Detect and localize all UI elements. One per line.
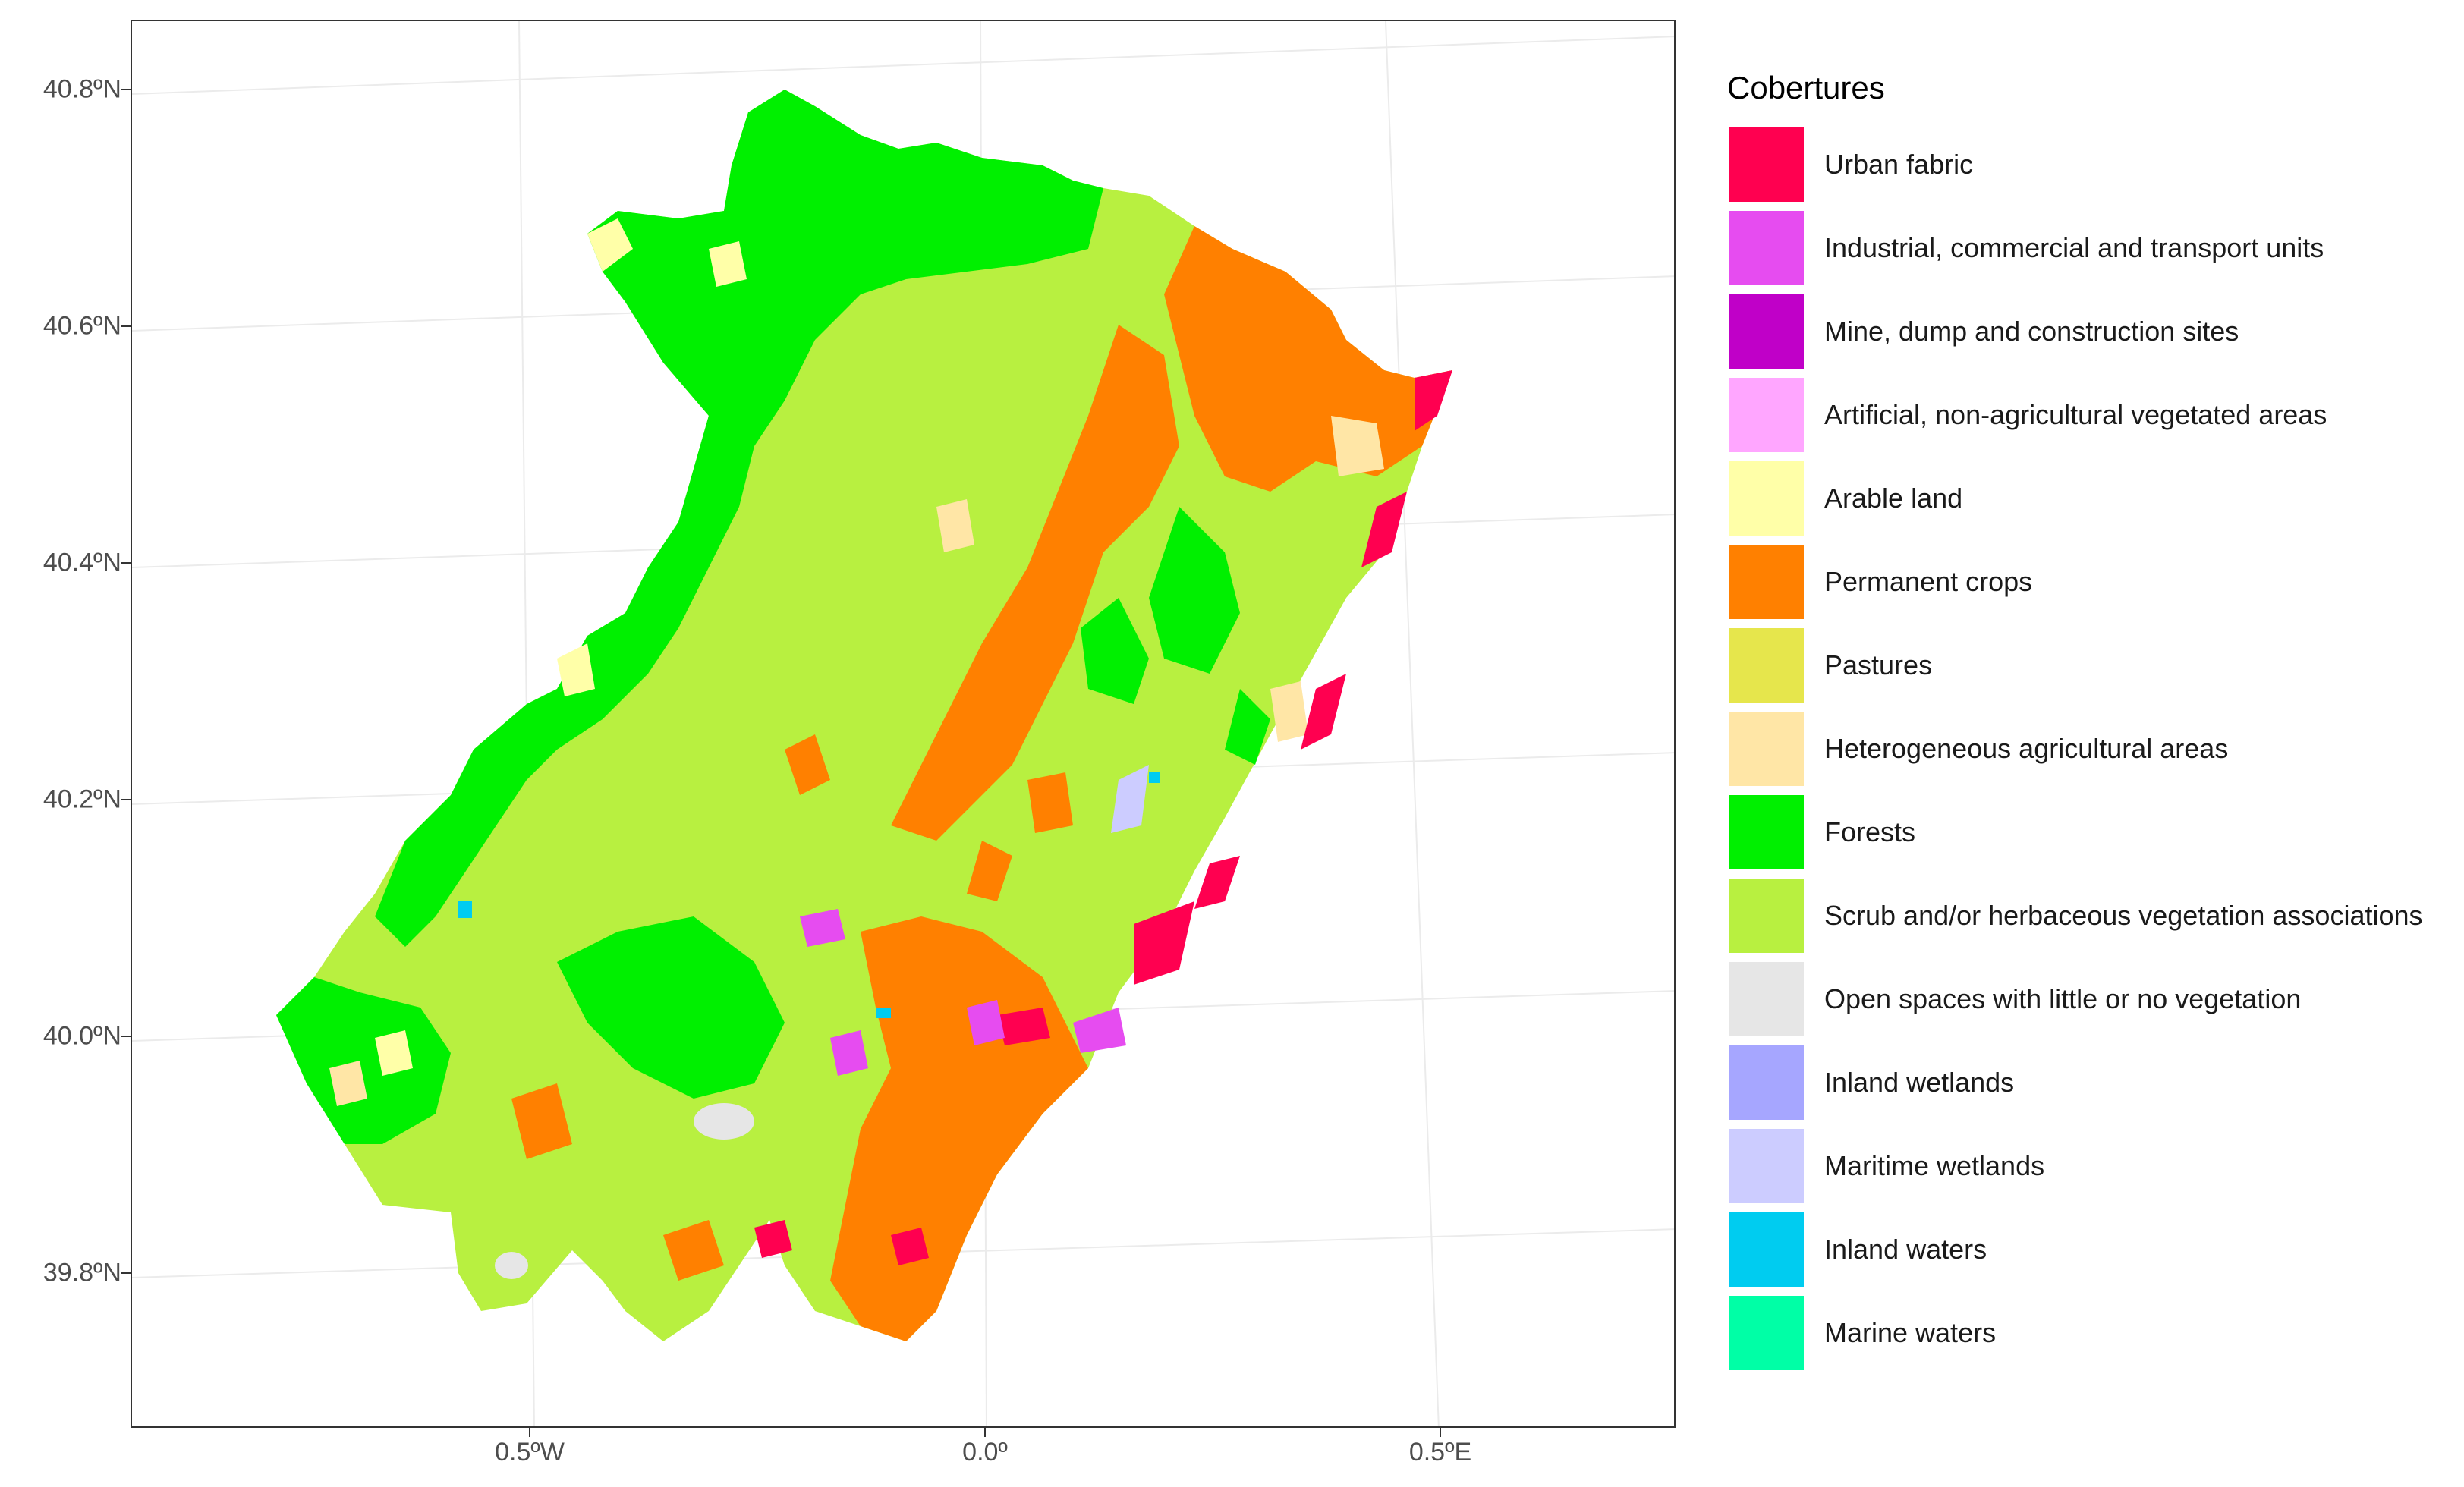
legend-color-key bbox=[1727, 1127, 1806, 1206]
legend-item: Permanent crops bbox=[1727, 540, 2423, 624]
legend-label: Open spaces with little or no vegetation bbox=[1824, 983, 2302, 1014]
y-tick-mark bbox=[121, 1272, 131, 1274]
legend: Cobertures Urban fabric Industrial, comme… bbox=[1727, 70, 2423, 1375]
y-tick-label: 39.8ºN bbox=[42, 1258, 121, 1287]
x-tick-mark bbox=[1440, 1428, 1441, 1437]
y-tick-label: 40.6ºN bbox=[42, 311, 121, 341]
heterogeneous-agricultural bbox=[329, 416, 1384, 1106]
legend-color-key bbox=[1727, 1043, 1806, 1122]
legend-color-key bbox=[1727, 209, 1806, 288]
legend-item: Heterogeneous agricultural areas bbox=[1727, 707, 2423, 791]
y-tick-label: 40.2ºN bbox=[42, 784, 121, 814]
x-tick-label: 0.0º bbox=[962, 1438, 1008, 1467]
legend-color-key bbox=[1727, 125, 1806, 204]
legend-item: Inland waters bbox=[1727, 1208, 2423, 1291]
legend-item: Forests bbox=[1727, 791, 2423, 874]
legend-label: Pastures bbox=[1824, 649, 1933, 681]
open-spaces bbox=[495, 1103, 754, 1279]
y-tick-label: 40.8ºN bbox=[42, 74, 121, 104]
y-tick-mark bbox=[121, 1036, 131, 1037]
legend-label: Heterogeneous agricultural areas bbox=[1824, 733, 2229, 764]
legend-items: Urban fabric Industrial, commercial and t… bbox=[1727, 123, 2423, 1375]
legend-item: Mine, dump and construction sites bbox=[1727, 290, 2423, 373]
legend-color-key bbox=[1727, 960, 1806, 1039]
y-tick-label: 40.4ºN bbox=[42, 548, 121, 577]
legend-label: Forests bbox=[1824, 816, 1916, 847]
legend-item: Industrial, commercial and transport uni… bbox=[1727, 206, 2423, 290]
legend-item: Maritime wetlands bbox=[1727, 1124, 2423, 1208]
legend-item: Artificial, non-agricultural vegetated a… bbox=[1727, 373, 2423, 457]
x-tick-mark bbox=[984, 1428, 986, 1437]
legend-color-key bbox=[1727, 1294, 1806, 1372]
legend-item: Pastures bbox=[1727, 624, 2423, 707]
legend-label: Marine waters bbox=[1824, 1317, 1997, 1348]
y-tick-mark bbox=[121, 799, 131, 800]
legend-title: Cobertures bbox=[1727, 70, 1885, 105]
arable-land bbox=[375, 218, 747, 1076]
y-tick-mark bbox=[121, 562, 131, 564]
x-tick-label: 0.5ºW bbox=[495, 1438, 565, 1467]
legend-color-key bbox=[1727, 459, 1806, 538]
legend-color-key bbox=[1727, 793, 1806, 872]
legend-label: Maritime wetlands bbox=[1824, 1150, 2045, 1181]
urban-fabric bbox=[754, 370, 1452, 1265]
y-tick-label: 40.0ºN bbox=[42, 1021, 121, 1051]
legend-label: Artificial, non-agricultural vegetated a… bbox=[1824, 399, 2327, 430]
industrial bbox=[800, 909, 1126, 1076]
legend-label: Arable land bbox=[1824, 483, 1963, 514]
legend-label: Scrub and/or herbaceous vegetation assoc… bbox=[1824, 900, 2423, 931]
legend-item: Scrub and/or herbaceous vegetation assoc… bbox=[1727, 874, 2423, 957]
map-panel[interactable] bbox=[131, 20, 1676, 1428]
legend-color-key bbox=[1727, 376, 1806, 454]
y-tick-mark bbox=[121, 325, 131, 327]
x-tick-mark bbox=[529, 1428, 530, 1437]
legend-color-key bbox=[1727, 292, 1806, 371]
y-tick-mark bbox=[121, 89, 131, 90]
legend-item: Open spaces with little or no vegetation bbox=[1727, 957, 2423, 1041]
legend-color-key bbox=[1727, 626, 1806, 705]
x-tick-label: 0.5ºE bbox=[1408, 1438, 1472, 1467]
legend-label: Inland waters bbox=[1824, 1234, 1987, 1265]
legend-label: Inland wetlands bbox=[1824, 1067, 2015, 1098]
legend-color-key bbox=[1727, 1210, 1806, 1289]
legend-label: Industrial, commercial and transport uni… bbox=[1824, 232, 2324, 263]
legend-item: Inland wetlands bbox=[1727, 1041, 2423, 1124]
legend-color-key bbox=[1727, 709, 1806, 788]
legend-label: Permanent crops bbox=[1824, 566, 2033, 597]
legend-color-key bbox=[1727, 542, 1806, 621]
legend-color-key bbox=[1727, 876, 1806, 955]
legend-label: Mine, dump and construction sites bbox=[1824, 316, 2239, 347]
maritime-wetlands bbox=[1111, 765, 1149, 833]
land-cover-map bbox=[132, 21, 1674, 1426]
legend-item: Urban fabric bbox=[1727, 123, 2423, 206]
inland-waters bbox=[458, 772, 1160, 1018]
legend-item: Marine waters bbox=[1727, 1291, 2423, 1375]
legend-item: Arable land bbox=[1727, 457, 2423, 540]
legend-label: Urban fabric bbox=[1824, 149, 1974, 180]
